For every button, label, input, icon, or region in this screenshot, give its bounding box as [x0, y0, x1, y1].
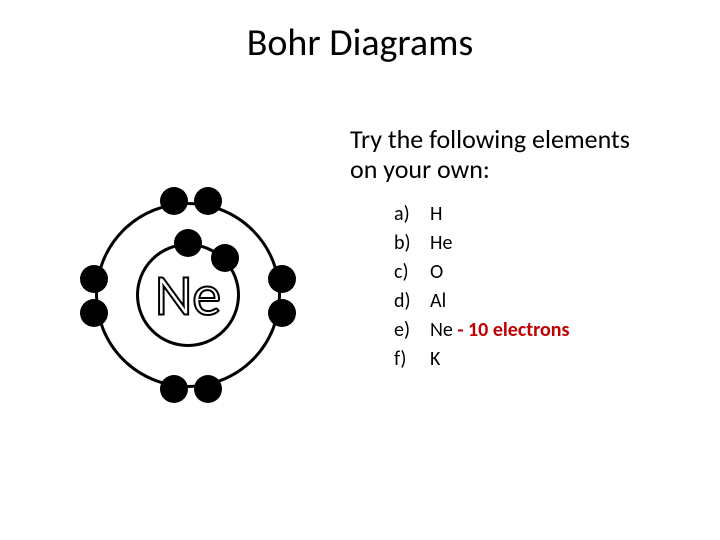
electron — [80, 265, 108, 293]
list-item: e) Ne - 10 electrons — [394, 316, 570, 345]
list-text-prefix: Ne — [430, 318, 457, 342]
list-label: c) — [394, 258, 430, 287]
element-list: a) H b) He c) O d) Al e) Ne - 10 electro… — [394, 200, 570, 374]
list-label: d) — [394, 287, 430, 316]
list-label: b) — [394, 229, 430, 258]
subtitle-line-1: Try the following elements — [350, 123, 630, 155]
electron — [160, 187, 188, 215]
electron — [194, 187, 222, 215]
bohr-diagram: Ne — [58, 180, 318, 410]
electron — [194, 375, 222, 403]
list-text: K — [430, 345, 440, 374]
list-text: Al — [430, 287, 446, 316]
list-item: d) Al — [394, 287, 570, 316]
element-symbol: Ne — [155, 260, 221, 331]
list-item: b) He — [394, 229, 570, 258]
list-text: Ne - 10 electrons — [430, 316, 570, 345]
list-text: H — [430, 200, 442, 229]
page-title: Bohr Diagrams — [0, 20, 720, 66]
list-label: a) — [394, 200, 430, 229]
electron — [174, 229, 202, 257]
electron — [80, 299, 108, 327]
subtitle-line-2: on your own: — [350, 153, 490, 185]
list-text: He — [430, 229, 452, 258]
list-text-highlight: - 10 electrons — [457, 318, 569, 342]
list-text: O — [430, 258, 443, 287]
list-label: e) — [394, 316, 430, 345]
subtitle: Try the following elements on your own: — [350, 125, 630, 185]
list-item: c) O — [394, 258, 570, 287]
list-label: f) — [394, 345, 430, 374]
electron — [160, 375, 188, 403]
electron — [268, 299, 296, 327]
electron — [268, 265, 296, 293]
list-item: f) K — [394, 345, 570, 374]
list-item: a) H — [394, 200, 570, 229]
